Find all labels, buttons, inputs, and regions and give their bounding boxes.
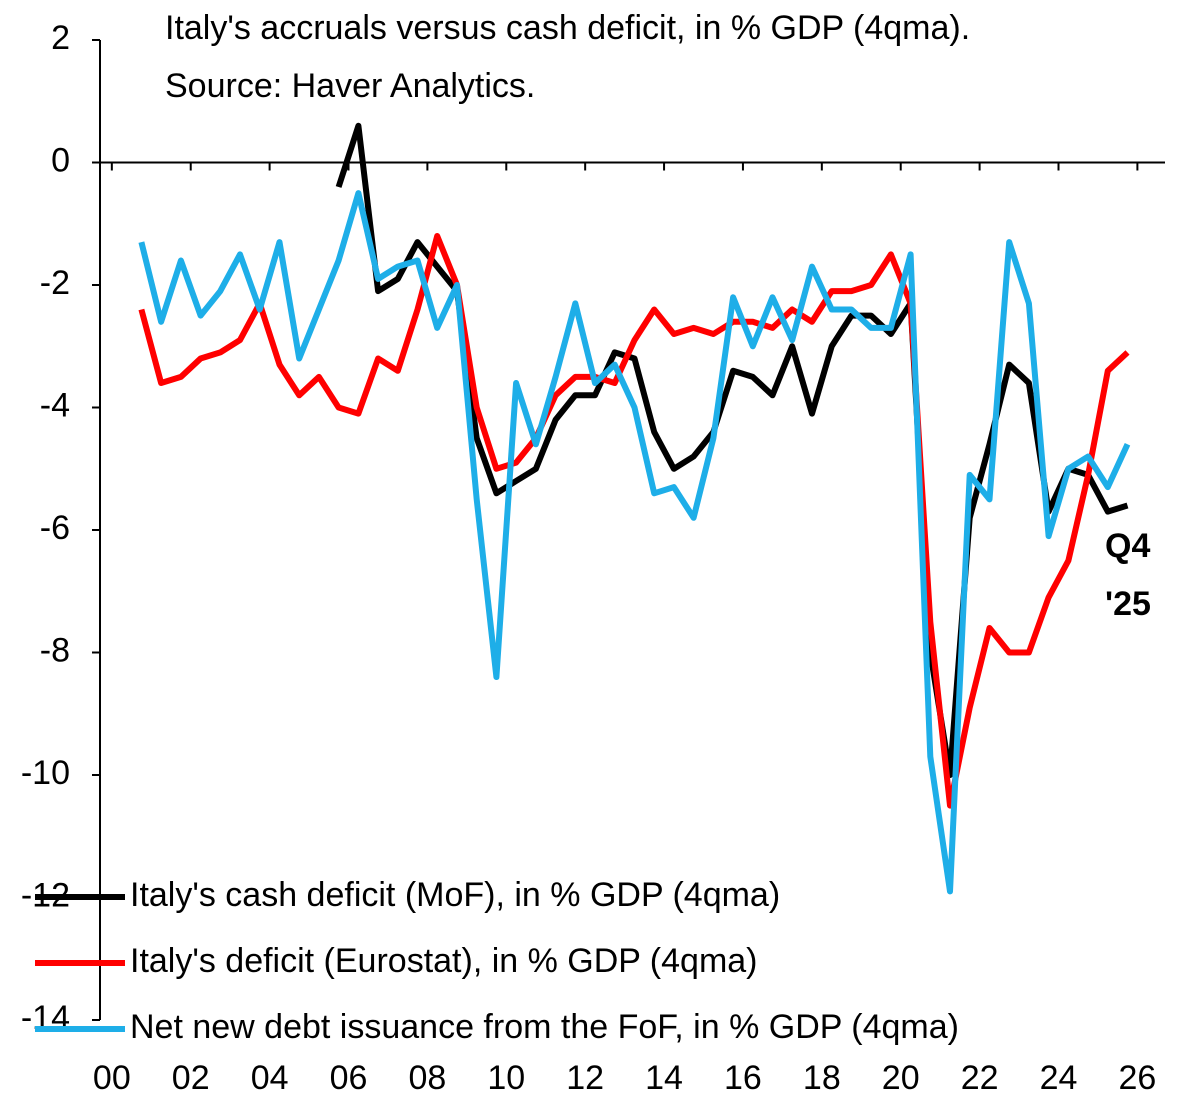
x-tick-label: 06 bbox=[330, 1059, 368, 1097]
chart-title: Italy's accruals versus cash deficit, in… bbox=[165, 9, 970, 47]
y-tick-label: -4 bbox=[40, 386, 70, 424]
x-tick-label: 08 bbox=[408, 1059, 446, 1097]
y-tick-label: 2 bbox=[51, 19, 70, 57]
y-tick-label: -2 bbox=[40, 264, 70, 302]
y-tick-label: -8 bbox=[40, 631, 70, 669]
x-tick-label: 00 bbox=[93, 1059, 131, 1097]
series-line bbox=[138, 190, 1131, 895]
annotation: Q4 bbox=[1105, 527, 1150, 565]
annotation: '25 bbox=[1105, 585, 1151, 623]
x-tick-label: 04 bbox=[251, 1059, 289, 1097]
x-tick-label: 16 bbox=[724, 1059, 762, 1097]
y-tick-label: -6 bbox=[40, 509, 70, 547]
legend-label: Italy's deficit (Eurostat), in % GDP (4q… bbox=[130, 942, 758, 980]
x-tick-label: 20 bbox=[882, 1059, 920, 1097]
x-tick-label: 22 bbox=[961, 1059, 999, 1097]
x-tick-label: 12 bbox=[566, 1059, 604, 1097]
x-tick-label: 24 bbox=[1040, 1059, 1078, 1097]
x-tick-label: 02 bbox=[172, 1059, 210, 1097]
legend-label: Net new debt issuance from the FoF, in %… bbox=[130, 1008, 959, 1046]
legend-label: Italy's cash deficit (MoF), in % GDP (4q… bbox=[130, 876, 780, 914]
x-tick-label: 14 bbox=[645, 1059, 683, 1097]
x-tick-label: 26 bbox=[1118, 1059, 1156, 1097]
series-line bbox=[335, 122, 1129, 778]
y-tick-label: 0 bbox=[51, 141, 70, 179]
x-tick-label: 10 bbox=[487, 1059, 525, 1097]
y-tick-label: -10 bbox=[21, 754, 70, 792]
x-tick-label: 18 bbox=[803, 1059, 841, 1097]
chart-subtitle: Source: Haver Analytics. bbox=[165, 67, 535, 105]
series-line bbox=[138, 233, 1130, 809]
